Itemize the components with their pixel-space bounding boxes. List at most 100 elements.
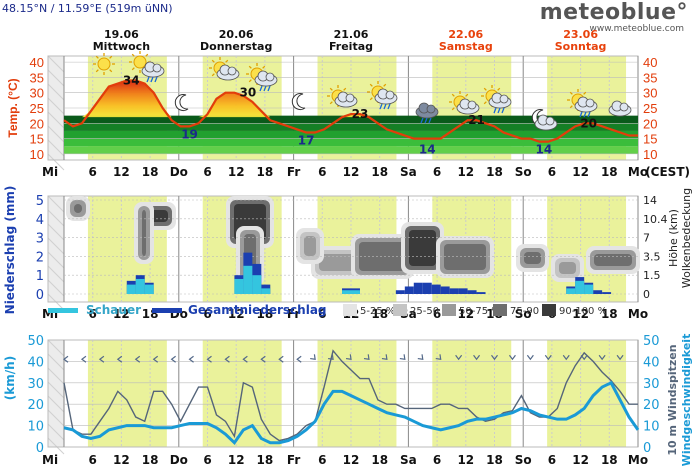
cloud-cover-blob [524, 252, 541, 264]
wind-direction-arrow-icon [260, 355, 266, 363]
sun-icon [93, 53, 115, 75]
day-header-1: 20.06 Donnerstag [191, 29, 281, 53]
arrow-head [63, 355, 69, 363]
wind-direction-arrow-icon [188, 355, 194, 363]
total-precip-bar [431, 284, 441, 294]
sun-ray [225, 59, 229, 63]
day-max-temp: 34 [123, 73, 140, 87]
location-coordinates: 48.15°N / 11.59°E (519m üNN) [2, 2, 173, 15]
wind-tick-right: 40 [643, 355, 660, 370]
precip-axis-label: Niederschlag (mm) [3, 186, 17, 315]
rain-drop [154, 76, 158, 83]
x-axis-label: 18 [371, 165, 388, 179]
temp-tick-left: 10 [30, 147, 44, 162]
wind-direction-arrow-icon [80, 355, 87, 363]
x-axis-label: 18 [486, 453, 503, 467]
daylight-band [87, 340, 167, 447]
cloud-legend-swatch [393, 304, 407, 316]
sun-ray [569, 105, 573, 109]
x-axis-label: Fr [287, 307, 300, 321]
x-axis-label: 6 [89, 453, 97, 467]
hatch-line [47, 97, 65, 115]
arrow-head [152, 355, 159, 363]
rain-drop [146, 76, 150, 83]
x-axis-label: Sa [400, 453, 417, 467]
x-axis-label: 18 [142, 165, 159, 179]
x-axis-label: So [515, 453, 532, 467]
day-name: Sonntag [554, 40, 607, 53]
shower-bar [135, 278, 145, 294]
temp-ground-band [64, 115, 638, 124]
wind-direction-arrow-icon [616, 354, 624, 361]
x-axis-label: 12 [343, 453, 360, 467]
sun-ray [329, 87, 333, 91]
x-axis-label: 12 [113, 165, 130, 179]
arrow-head [80, 355, 87, 363]
arrow-head [188, 355, 194, 363]
day-max-temp: 30 [240, 86, 257, 100]
total-precip-bar [440, 286, 450, 294]
x-axis-label: 12 [228, 453, 245, 467]
x-axis-label: 12 [572, 453, 589, 467]
shower-bar [351, 290, 360, 294]
hatch-line [47, 139, 65, 157]
sun-ray [109, 69, 113, 73]
x-axis-label: 6 [203, 165, 211, 179]
x-axis-label: 12 [572, 165, 589, 179]
rain-drop [379, 103, 383, 110]
x-axis-label: Mo [628, 307, 648, 321]
day-header-3: 22.06 Samstag [421, 29, 511, 53]
day-date: 19.06 [103, 28, 139, 41]
arrow-head [544, 354, 552, 361]
rain-drop [579, 111, 583, 118]
day-max-temp: 21 [468, 113, 485, 127]
wind-direction-arrow-icon [435, 354, 442, 360]
hatch-line [47, 251, 65, 269]
wind-tick-left: 30 [27, 377, 44, 392]
precip-tick-left: 2 [36, 250, 44, 265]
day-min-temp: 19 [181, 127, 198, 141]
cloud-legend-swatch [343, 304, 357, 316]
wind-direction-arrow-icon [526, 354, 534, 361]
cloud-puff [619, 102, 629, 112]
sun-disc [133, 55, 147, 69]
temp-tick-right: 40 [643, 55, 657, 70]
cloud-puff [585, 98, 595, 108]
shower-bar [584, 284, 594, 294]
total-precip-bar [413, 282, 423, 294]
x-axis-label: 12 [113, 453, 130, 467]
brand-logo-text[interactable]: meteoblue° [539, 0, 688, 25]
temp-tick-left: 15 [30, 132, 44, 147]
sun-ray [451, 93, 455, 97]
brand-url[interactable]: www.meteoblue.com [589, 24, 684, 34]
sun-ray [211, 59, 215, 63]
cloud-legend-swatch [493, 304, 507, 316]
wind-direction-arrow-icon [296, 355, 302, 363]
hatch-line [47, 195, 65, 213]
x-axis-label: Sa [400, 165, 417, 179]
cloud-puff [426, 104, 436, 114]
arrow-head [580, 354, 588, 361]
temp-tick-right: 35 [643, 70, 657, 85]
cloud-icon [574, 96, 598, 113]
x-axis-unit-label: (CEST) [645, 165, 690, 179]
cloud-legend-swatch [442, 304, 456, 316]
moon-shape [291, 93, 306, 111]
sun-ray [145, 53, 149, 57]
temp-area [64, 80, 638, 118]
arrow-head [417, 354, 424, 360]
wind-speed-line [63, 380, 640, 446]
total-precip-bar [458, 288, 468, 294]
day-name: Samstag [438, 40, 493, 53]
x-axis-label: Do [170, 165, 188, 179]
arrow-head [242, 355, 248, 363]
cloud-cover-blob [319, 254, 356, 271]
wind-speed-axis-label: Windgeschwindigkeit [680, 334, 693, 467]
sun-ray [383, 83, 387, 87]
shower-bar [252, 275, 262, 294]
x-axis-label: 12 [343, 165, 360, 179]
wind-direction-arrow-icon [580, 354, 588, 361]
sun-ray [329, 101, 333, 105]
x-axis-label: 18 [486, 165, 503, 179]
temp-axis-label: Temp. (°C) [6, 78, 20, 137]
